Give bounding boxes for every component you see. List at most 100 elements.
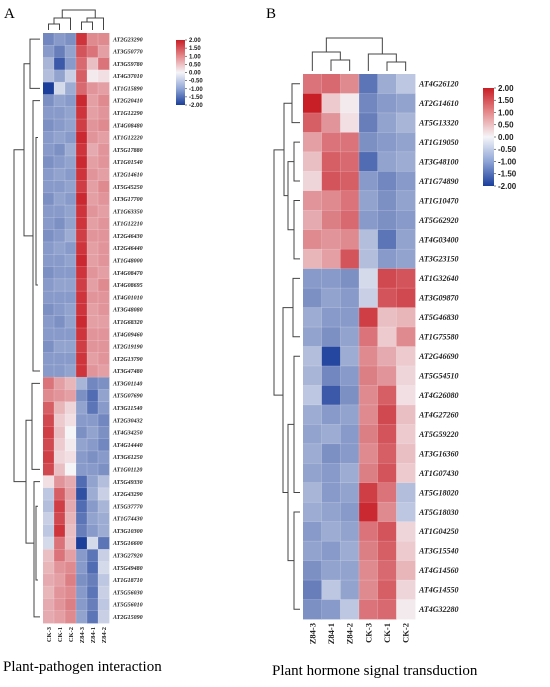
colorbar-tick-label: 1.50 [498, 96, 514, 105]
heatmap-cell [87, 426, 99, 440]
heatmap-cell [65, 82, 77, 95]
heatmap-cell [396, 599, 416, 620]
heatmap-cell [54, 278, 66, 292]
colorbar-tick-label: 0.50 [189, 62, 201, 68]
heatmap-cell [98, 217, 110, 231]
heatmap-cell [98, 131, 110, 145]
heatmap-cell [98, 94, 110, 108]
heatmap-cell [98, 254, 110, 267]
caption-b: Plant hormone signal transduction [272, 663, 478, 679]
row-label: AT4G09460 [112, 332, 143, 338]
heatmap-cell [65, 155, 77, 169]
heatmap-cell [76, 143, 88, 157]
heatmap-cell [321, 171, 341, 192]
heatmap-cell [396, 346, 416, 367]
heatmap-cell [43, 168, 55, 181]
heatmap-cell [321, 541, 341, 561]
row-label: AT4G26120 [418, 80, 459, 89]
heatmap-cell [321, 502, 341, 523]
column-dendrogram-branch [61, 9, 96, 18]
heatmap-cell [303, 171, 323, 192]
colorbar-tick-label: -0.50 [189, 79, 203, 85]
heatmap-cell [76, 229, 88, 243]
heatmap-cell [87, 205, 99, 218]
heatmap-cell [43, 229, 55, 243]
heatmap-cell [43, 291, 55, 304]
heatmap-cell [377, 190, 397, 211]
row-label: AT5G59220 [418, 430, 459, 439]
heatmap-cell [377, 249, 397, 270]
heatmap-cell [54, 426, 66, 440]
row-label: AT5G16600 [112, 541, 143, 547]
row-label: AT1G63350 [112, 209, 143, 215]
row-label: AT4G08480 [112, 123, 143, 129]
heatmap-cell [98, 303, 110, 317]
heatmap-cell [98, 610, 110, 624]
heatmap-cell [359, 463, 379, 484]
heatmap-cell [54, 450, 66, 464]
heatmap-cell [359, 560, 379, 581]
heatmap-cell [54, 414, 66, 427]
heatmap-cell [43, 143, 55, 157]
row-label: AT1G12220 [112, 136, 143, 142]
heatmap-cell [396, 327, 416, 347]
heatmap-cell [340, 249, 360, 270]
column-label: Z84-2 [345, 623, 355, 644]
heatmap-cell [340, 151, 360, 172]
row-label: AT5G46830 [418, 313, 459, 322]
heatmap-cell [377, 171, 397, 192]
colorbar-tick-label: -1.50 [498, 170, 517, 179]
heatmap-cell [76, 57, 88, 71]
heatmap-cell [303, 521, 323, 542]
heatmap-cell [76, 131, 88, 145]
row-label: AT5G37770 [112, 504, 143, 510]
heatmap-cell [54, 180, 66, 194]
heatmap-cell [76, 573, 88, 587]
row-label: AT5G17880 [112, 148, 143, 154]
row-labels-b: AT4G26120 AT2G14610 AT5G13320 AT1G19050 AT3G… [418, 80, 459, 615]
heatmap-cell [98, 598, 110, 612]
heatmap-cell [65, 573, 77, 587]
colorbar-tick-label: 2.00 [498, 84, 514, 93]
heatmap-cell [359, 190, 379, 211]
row-label: AT3G47480 [112, 369, 143, 375]
heatmap-cell [98, 463, 110, 476]
heatmap-cell [54, 241, 66, 255]
heatmap-cell [65, 168, 77, 181]
row-label: AT3G11540 [112, 406, 142, 412]
heatmap-cell [303, 132, 323, 153]
heatmap-cell [98, 291, 110, 304]
heatmap-cells-b [303, 74, 416, 620]
heatmap-cell [65, 131, 77, 145]
heatmap-cell [377, 229, 397, 250]
heatmap-cell [65, 33, 77, 46]
row-label: AT3G01140 [112, 381, 142, 387]
heatmap-cell [43, 352, 55, 366]
column-label: Z84-3 [307, 623, 317, 644]
heatmap-cell [54, 475, 66, 489]
heatmap-cell [340, 190, 360, 211]
row-labels-a: AT2G23290 AT3G50770 AT3G59780 AT4G37010 AT1G… [112, 37, 143, 621]
row-dendrogram-branch [293, 511, 300, 610]
heatmap-cell [76, 364, 88, 378]
column-dendrogram-branch [386, 61, 407, 71]
heatmap-cell [76, 82, 88, 95]
row-label: AT2G46440 [112, 246, 143, 252]
colorbar-a: 2.00 1.50 1.00 0.50 0.00 -0.50 -1.00 -1.50 -2.00 [176, 38, 203, 109]
heatmap-cell [54, 340, 66, 353]
heatmap-cell [303, 327, 323, 347]
heatmap-cell [43, 536, 55, 550]
row-label: AT5G56030 [112, 590, 143, 596]
column-dendrogram-branch [311, 51, 341, 71]
heatmap-cell [87, 217, 99, 231]
heatmap-cell [396, 521, 416, 542]
heatmap-cell [65, 291, 77, 304]
heatmap-cell [54, 106, 66, 120]
colorbar-gradient [483, 88, 494, 186]
heatmap-cell [340, 112, 360, 133]
row-dendrogram-branch [282, 307, 293, 493]
heatmap-cell [76, 438, 88, 452]
heatmap-cell [359, 502, 379, 523]
row-label: AT5G56010 [112, 603, 143, 609]
